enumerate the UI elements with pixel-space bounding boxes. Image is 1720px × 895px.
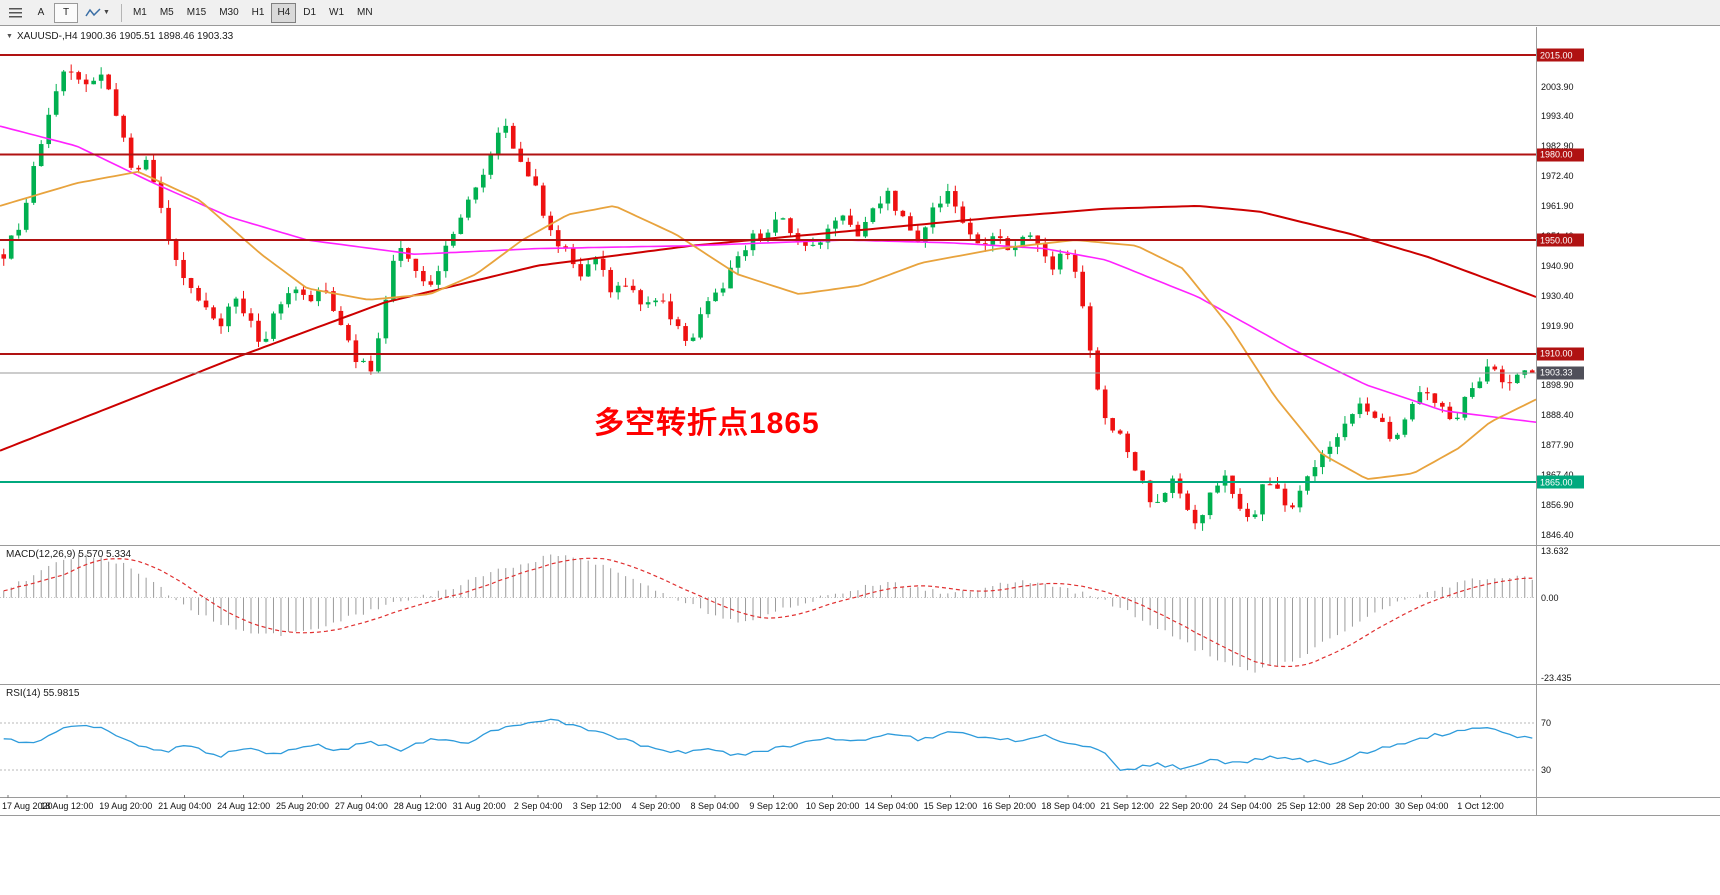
toolbar: A T ▼ M1 M5 M15 M30 H1 H4 D1 W1 MN	[0, 0, 1720, 26]
lines-icon	[9, 8, 22, 18]
timeframe-button-d1[interactable]: D1	[297, 3, 322, 23]
timeframe-button-m1[interactable]: M1	[127, 3, 153, 23]
symbol-dropdown-icon[interactable]: ▼	[6, 33, 13, 40]
rsi-label: RSI(14) 55.9815	[6, 688, 80, 699]
timeframe-button-mn[interactable]: MN	[351, 3, 379, 23]
caret-down-icon: ▼	[103, 9, 110, 16]
timeframe-button-m5[interactable]: M5	[154, 3, 180, 23]
macd-label: MACD(12,26,9) 5.570 5.334	[6, 549, 132, 560]
chart-title-text: XAUUSD-,H4 1900.36 1905.51 1898.46 1903.…	[16, 31, 234, 42]
text-label-tool-button[interactable]: A	[29, 3, 53, 23]
timeframe-button-w1[interactable]: W1	[323, 3, 350, 23]
timeframe-button-h4[interactable]: H4	[271, 2, 297, 23]
chart-title: ▼ XAUUSD-,H4 1900.36 1905.51 1898.46 190…	[6, 31, 233, 42]
annotation-text: 多空转折点1865	[594, 407, 820, 440]
indicator-dropdown-button[interactable]: ▼	[79, 3, 116, 23]
text-tool-button[interactable]: T	[54, 2, 78, 23]
timeframe-button-h1[interactable]: H1	[246, 3, 271, 23]
polyline-icon	[85, 7, 101, 16]
timeframe-group: M1 M5 M15 M30 H1 H4 D1 W1 MN	[127, 2, 379, 23]
chart-lines-icon-button[interactable]	[3, 3, 28, 23]
toolbar-separator	[120, 3, 122, 22]
timeframe-button-m30[interactable]: M30	[213, 3, 244, 23]
timeframe-button-m15[interactable]: M15	[181, 3, 212, 23]
